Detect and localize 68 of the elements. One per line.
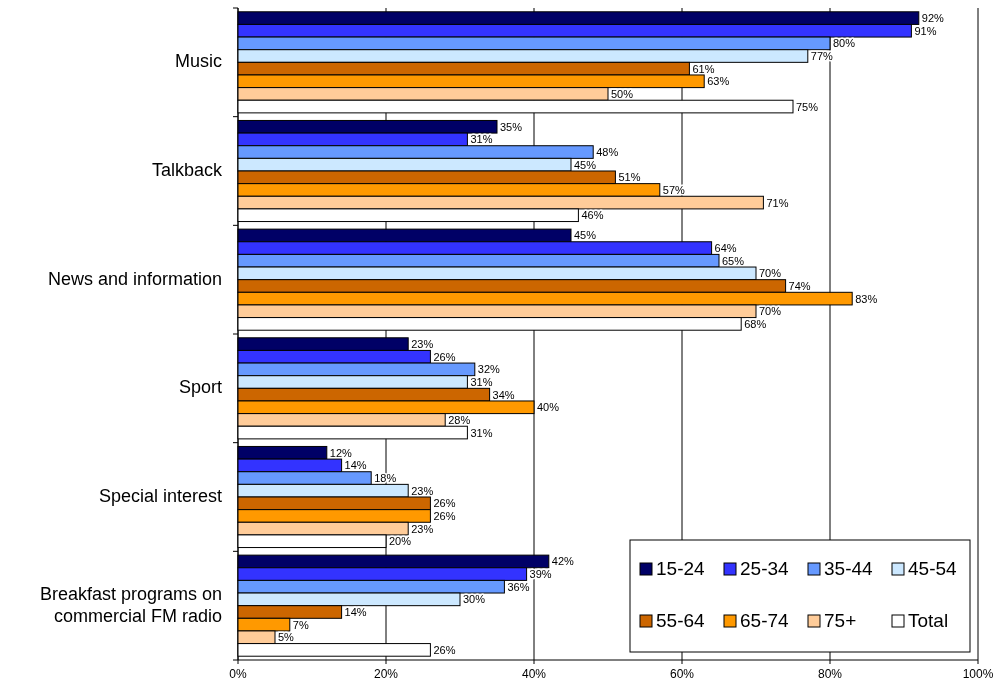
data-label: 70% <box>759 305 782 318</box>
data-label: 70% <box>759 267 782 280</box>
data-label: 50% <box>611 87 634 100</box>
legend-label: 45-54 <box>908 558 958 579</box>
legend-label: 25-34 <box>740 558 790 579</box>
data-label: 64% <box>714 242 737 255</box>
x-tick-label: 0% <box>229 667 247 681</box>
data-label: 18% <box>374 472 397 485</box>
data-label: 23% <box>411 522 434 535</box>
y-tick-label: News and information <box>47 268 222 289</box>
y-tick-label: Special interest <box>98 485 222 506</box>
data-label: 31% <box>470 426 493 439</box>
x-tick-label: 100% <box>962 667 994 681</box>
data-label: 34% <box>492 388 515 401</box>
data-label: 26% <box>433 350 456 363</box>
data-label: 65% <box>722 254 745 267</box>
data-label: 32% <box>477 363 501 376</box>
x-tick-label: 20% <box>373 667 399 681</box>
data-label: 83% <box>855 292 878 305</box>
legend-label: Total <box>908 610 949 631</box>
data-label: 30% <box>463 593 486 606</box>
legend-label: 15-24 <box>656 558 706 579</box>
data-label: 28% <box>448 413 471 426</box>
data-label: 51% <box>618 171 641 184</box>
data-label: 31% <box>470 133 493 146</box>
data-label: 20% <box>389 535 412 548</box>
y-tick-label: Music <box>174 51 222 72</box>
data-label: 80% <box>833 37 856 50</box>
x-tick-label: 80% <box>817 667 843 681</box>
y-tick-label: Talkback <box>151 159 223 180</box>
data-label: 40% <box>537 401 560 414</box>
data-label: 14% <box>344 459 367 472</box>
legend-label: 75+ <box>824 610 857 631</box>
data-label: 12% <box>329 446 353 459</box>
data-label: 61% <box>692 62 715 75</box>
data-label: 74% <box>788 279 811 292</box>
data-label: 75% <box>796 100 819 113</box>
data-label: 48% <box>596 146 619 159</box>
data-label: 26% <box>433 497 456 510</box>
data-label: 7% <box>292 618 309 631</box>
y-tick-label: Sport <box>178 377 222 398</box>
y-tick-label: Breakfast programs on commercial FM radio <box>39 583 222 626</box>
data-label: 71% <box>766 196 789 209</box>
data-label: 26% <box>433 509 456 522</box>
data-label: 26% <box>433 643 456 656</box>
x-tick-label: 40% <box>521 667 547 681</box>
data-label: 68% <box>744 317 767 330</box>
data-label: 23% <box>411 484 434 497</box>
data-label: 5% <box>278 631 295 644</box>
data-label: 45% <box>574 229 597 242</box>
data-label: 91% <box>914 24 937 37</box>
data-label: 77% <box>810 50 834 63</box>
data-label: 23% <box>411 338 434 351</box>
x-tick-label: 60% <box>669 667 695 681</box>
legend-label: 35-44 <box>824 558 874 579</box>
data-label: 63% <box>707 75 730 88</box>
data-label: 57% <box>662 183 686 196</box>
data-label: 14% <box>344 605 367 618</box>
data-label: 45% <box>574 158 597 171</box>
data-label: 46% <box>581 209 604 222</box>
data-label: 36% <box>507 580 530 593</box>
data-label: 39% <box>529 568 552 581</box>
legend-label: 65-74 <box>740 610 790 631</box>
data-label: 31% <box>470 376 493 389</box>
data-label: 35% <box>500 120 523 133</box>
data-label: 42% <box>551 555 575 568</box>
legend-label: 55-64 <box>656 610 706 631</box>
data-label: 92% <box>921 12 945 25</box>
